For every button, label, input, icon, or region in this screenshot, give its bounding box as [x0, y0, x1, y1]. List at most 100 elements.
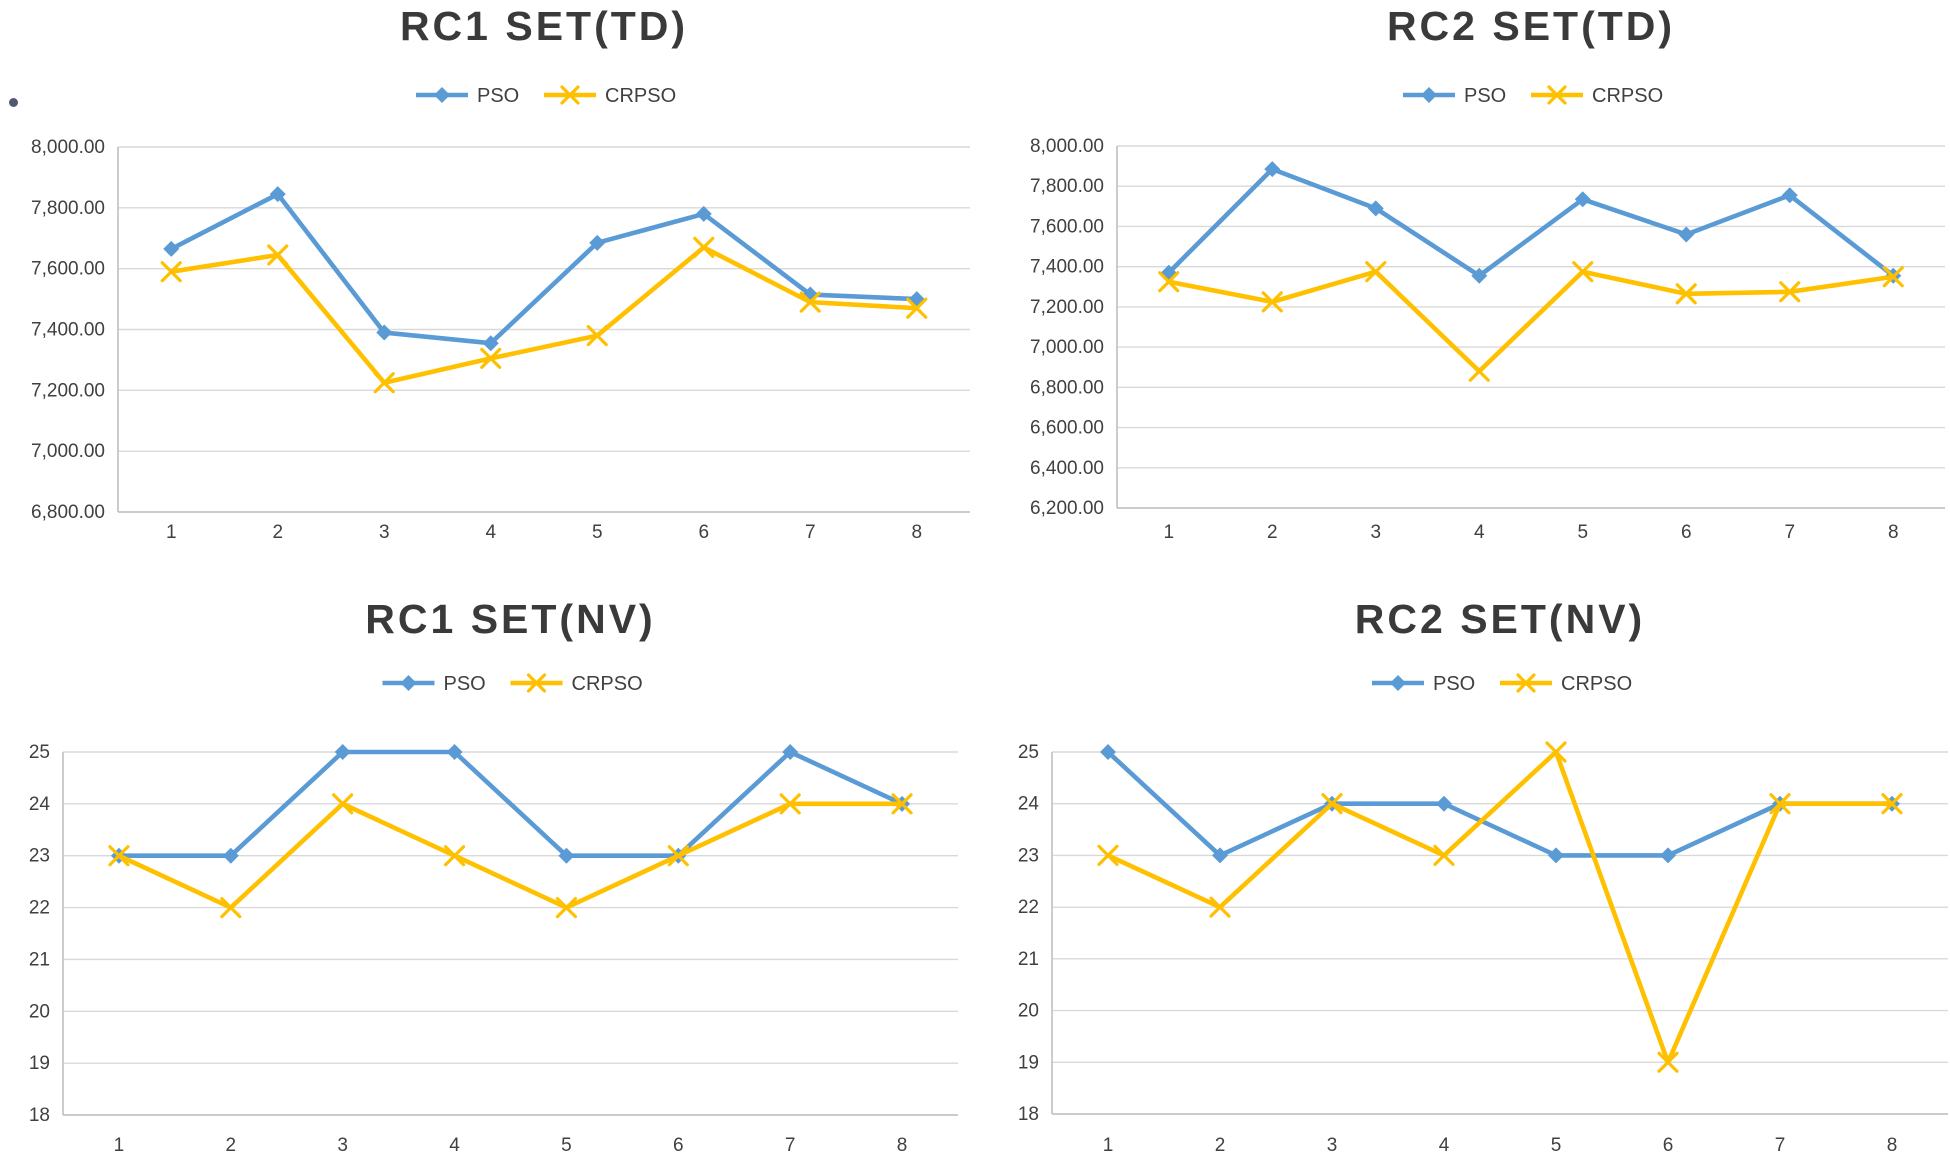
x-tick-label: 7: [1784, 522, 1795, 543]
x-marker: [1097, 844, 1119, 867]
x-tick-label: 4: [1439, 1135, 1450, 1156]
legend: PSO CRPSO: [382, 673, 643, 695]
legend-diamond-marker: [1390, 675, 1406, 691]
y-tick-label: 23: [29, 846, 50, 867]
diamond-marker: [1212, 847, 1228, 864]
legend-label-pso: PSO: [444, 673, 486, 695]
x-marker: [1572, 261, 1594, 283]
x-marker: [555, 896, 578, 919]
chart-title: RC1 SET(TD): [400, 3, 688, 49]
diamond-marker: [482, 335, 499, 352]
x-marker: [1882, 266, 1904, 288]
x-marker: [1881, 793, 1903, 815]
legend-x-marker: [1516, 673, 1536, 693]
x-marker: [1321, 793, 1343, 815]
x-tick-label: 1: [166, 522, 177, 543]
y-tick-label: 7,800.00: [1030, 176, 1104, 197]
diamond-marker: [782, 744, 799, 760]
y-tick-label: 7,400.00: [1030, 257, 1104, 278]
diamond-marker: [1548, 847, 1564, 864]
y-tick-label: 6,200.00: [1030, 498, 1104, 519]
y-tick-label: 7,200.00: [31, 380, 105, 401]
legend-label-crpso: CRPSO: [1592, 85, 1663, 107]
x-marker: [693, 236, 715, 258]
legend-x-marker: [526, 673, 547, 693]
x-marker: [586, 324, 608, 347]
x-tick-label: 2: [1267, 522, 1278, 543]
chart-title: RC2 SET(TD): [1387, 3, 1675, 49]
diamond-marker: [446, 744, 463, 760]
chart-rc2-set-td: 8,000.00 7,800.00 7,600.00 7,400.00 7,200.00…: [1030, 3, 1945, 543]
series-line-pso: [168, 191, 920, 346]
legend-label-pso: PSO: [477, 85, 519, 107]
x-marker: [906, 297, 928, 319]
legend-label-crpso: CRPSO: [572, 673, 643, 695]
x-marker: [667, 845, 689, 867]
diamond-marker: [334, 744, 351, 760]
x-tick-label: 4: [485, 522, 496, 543]
x-marker: [1261, 291, 1283, 313]
chart-title: RC1 SET(NV): [365, 596, 655, 642]
x-tick-label: 1: [1103, 1135, 1114, 1156]
legend-x-marker: [1547, 85, 1567, 105]
y-tick-label: 7,800.00: [31, 198, 105, 219]
x-marker: [160, 261, 182, 283]
diamond-marker: [1264, 161, 1281, 178]
x-tick-label: 3: [1370, 522, 1381, 543]
y-tick-label: 8,000.00: [1030, 136, 1104, 157]
x-tick-label: 6: [698, 522, 709, 543]
legend: PSO CRPSO: [416, 85, 676, 107]
chart-rc1-set-td: 8,000.00 7,800.00 7,600.00 7,400.00 7,200.00…: [31, 3, 970, 543]
x-tick-label: 7: [785, 1135, 796, 1156]
diamond-marker: [376, 324, 393, 341]
x-marker: [373, 372, 395, 394]
diamond-marker: [222, 847, 239, 864]
y-tick-label: 7,600.00: [1030, 216, 1104, 237]
x-tick-label: 6: [1663, 1135, 1674, 1156]
series-line-crpso: [168, 245, 920, 386]
series-crpso: [160, 236, 928, 394]
diamond-marker: [1367, 200, 1384, 217]
y-tick-label: 18: [29, 1105, 50, 1126]
y-tick-label: 18: [1018, 1104, 1039, 1125]
legend-label-crpso: CRPSO: [605, 85, 676, 107]
series-line-crpso: [1105, 749, 1895, 1065]
x-tick-label: 8: [1887, 1135, 1898, 1156]
series-line-pso: [1105, 749, 1895, 858]
x-tick-label: 5: [1551, 1135, 1562, 1156]
y-tick-label: 7,000.00: [31, 441, 105, 462]
gridlines: [118, 146, 970, 513]
series-crpso: [1158, 261, 1904, 382]
x-tick-label: 8: [1888, 522, 1899, 543]
legend-label-crpso: CRPSO: [1561, 673, 1632, 695]
legend: PSO CRPSO: [1372, 673, 1632, 695]
legend-label-pso: PSO: [1464, 85, 1506, 107]
x-tick-label: 3: [1327, 1135, 1338, 1156]
x-tick-label: 8: [897, 1135, 908, 1156]
y-tick-label: 7,600.00: [31, 259, 105, 280]
y-tick-label: 25: [29, 742, 50, 763]
x-tick-label: 3: [379, 522, 390, 543]
x-tick-label: 4: [449, 1135, 460, 1156]
y-tick-label: 19: [1018, 1052, 1039, 1073]
diamond-marker: [1678, 226, 1695, 243]
x-marker: [443, 845, 466, 867]
x-tick-label: 1: [1163, 522, 1174, 543]
gridlines: [1052, 751, 1948, 1115]
stray-dot: [9, 98, 18, 107]
x-tick-label: 6: [673, 1135, 684, 1156]
series-line-pso: [116, 749, 905, 859]
x-tick-label: 2: [272, 522, 283, 543]
x-marker: [799, 291, 821, 313]
x-tick-label: 3: [337, 1135, 348, 1156]
x-marker: [1158, 271, 1180, 293]
diamond-marker: [1100, 744, 1116, 760]
x-tick-label: 7: [805, 522, 816, 543]
series-line-crpso: [1166, 269, 1896, 374]
legend-diamond-marker: [434, 87, 450, 103]
x-tick-label: 1: [114, 1135, 125, 1156]
y-tick-label: 21: [1018, 949, 1039, 970]
legend: PSO CRPSO: [1403, 85, 1663, 107]
series-line-crpso: [116, 801, 905, 910]
x-tick-label: 5: [1577, 522, 1588, 543]
